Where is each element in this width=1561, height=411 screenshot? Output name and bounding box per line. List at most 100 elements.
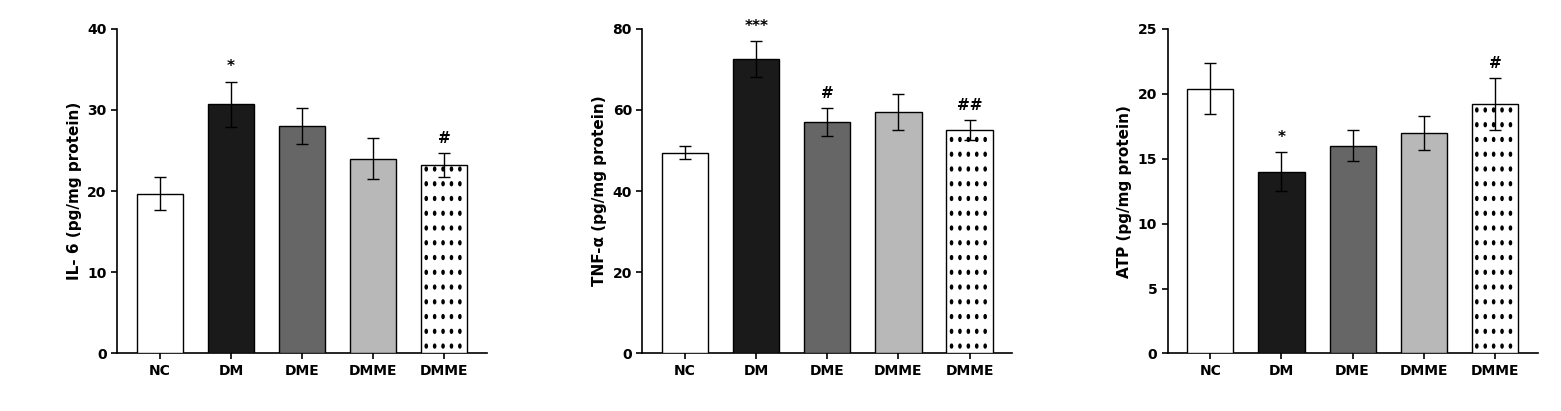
Ellipse shape	[951, 300, 952, 304]
Ellipse shape	[425, 211, 428, 215]
Ellipse shape	[451, 182, 453, 186]
Ellipse shape	[1509, 138, 1511, 141]
Ellipse shape	[425, 315, 428, 319]
Ellipse shape	[958, 182, 962, 186]
Ellipse shape	[951, 152, 952, 156]
Ellipse shape	[1502, 300, 1503, 304]
Ellipse shape	[1492, 211, 1495, 215]
Ellipse shape	[983, 285, 987, 289]
Bar	[279, 126, 325, 353]
Ellipse shape	[1502, 152, 1503, 156]
Ellipse shape	[1492, 123, 1495, 127]
Ellipse shape	[1475, 329, 1478, 333]
Ellipse shape	[425, 256, 428, 259]
Ellipse shape	[983, 152, 987, 156]
Ellipse shape	[459, 211, 460, 215]
Ellipse shape	[983, 300, 987, 304]
Text: #: #	[821, 86, 834, 101]
Ellipse shape	[442, 344, 445, 348]
Ellipse shape	[459, 285, 460, 289]
Ellipse shape	[434, 300, 436, 304]
Ellipse shape	[951, 196, 952, 201]
Ellipse shape	[1485, 344, 1486, 348]
Ellipse shape	[1509, 241, 1511, 245]
Ellipse shape	[951, 329, 952, 333]
Ellipse shape	[1485, 329, 1486, 333]
Ellipse shape	[983, 241, 987, 245]
Ellipse shape	[459, 167, 460, 171]
Ellipse shape	[1509, 270, 1511, 274]
Ellipse shape	[1502, 315, 1503, 319]
Ellipse shape	[425, 226, 428, 230]
Ellipse shape	[968, 285, 969, 289]
Ellipse shape	[442, 211, 445, 215]
Ellipse shape	[968, 344, 969, 348]
Ellipse shape	[1492, 329, 1495, 333]
Ellipse shape	[1475, 315, 1478, 319]
Ellipse shape	[1509, 315, 1511, 319]
Y-axis label: ATP (pg/mg protein): ATP (pg/mg protein)	[1118, 105, 1132, 277]
Ellipse shape	[951, 138, 952, 141]
Ellipse shape	[442, 315, 445, 319]
Ellipse shape	[451, 256, 453, 259]
Bar	[662, 152, 709, 353]
Ellipse shape	[1475, 108, 1478, 112]
Ellipse shape	[976, 241, 977, 245]
Ellipse shape	[459, 256, 460, 259]
Ellipse shape	[983, 256, 987, 259]
Ellipse shape	[442, 329, 445, 333]
Ellipse shape	[1492, 226, 1495, 230]
Ellipse shape	[434, 329, 436, 333]
Ellipse shape	[976, 270, 977, 274]
Ellipse shape	[958, 211, 962, 215]
Ellipse shape	[434, 344, 436, 348]
Ellipse shape	[442, 285, 445, 289]
Ellipse shape	[1485, 123, 1486, 127]
Ellipse shape	[983, 270, 987, 274]
Bar	[876, 112, 921, 353]
Ellipse shape	[968, 241, 969, 245]
Ellipse shape	[1509, 167, 1511, 171]
Ellipse shape	[459, 196, 460, 201]
Ellipse shape	[976, 329, 977, 333]
Ellipse shape	[434, 315, 436, 319]
Bar	[1258, 172, 1305, 353]
Ellipse shape	[958, 138, 962, 141]
Ellipse shape	[968, 211, 969, 215]
Bar	[1188, 88, 1233, 353]
Ellipse shape	[958, 344, 962, 348]
Ellipse shape	[1502, 182, 1503, 186]
Ellipse shape	[1485, 285, 1486, 289]
Ellipse shape	[1475, 285, 1478, 289]
Ellipse shape	[459, 329, 460, 333]
Bar	[421, 165, 467, 353]
Ellipse shape	[1475, 211, 1478, 215]
Ellipse shape	[459, 270, 460, 274]
Ellipse shape	[1475, 241, 1478, 245]
Ellipse shape	[1492, 344, 1495, 348]
Text: #: #	[1489, 56, 1502, 71]
Ellipse shape	[1485, 152, 1486, 156]
Ellipse shape	[1492, 241, 1495, 245]
Ellipse shape	[434, 226, 436, 230]
Bar	[946, 130, 993, 353]
Ellipse shape	[958, 256, 962, 259]
Ellipse shape	[1502, 329, 1503, 333]
Ellipse shape	[1502, 226, 1503, 230]
Bar	[1330, 145, 1375, 353]
Ellipse shape	[968, 315, 969, 319]
Ellipse shape	[1485, 241, 1486, 245]
Ellipse shape	[434, 241, 436, 245]
Bar	[137, 194, 183, 353]
Ellipse shape	[459, 241, 460, 245]
Ellipse shape	[976, 256, 977, 259]
Ellipse shape	[434, 270, 436, 274]
Ellipse shape	[983, 329, 987, 333]
Ellipse shape	[1475, 256, 1478, 259]
Ellipse shape	[983, 211, 987, 215]
Ellipse shape	[951, 270, 952, 274]
Ellipse shape	[1492, 256, 1495, 259]
Bar	[804, 122, 851, 353]
Ellipse shape	[968, 182, 969, 186]
Ellipse shape	[1502, 270, 1503, 274]
